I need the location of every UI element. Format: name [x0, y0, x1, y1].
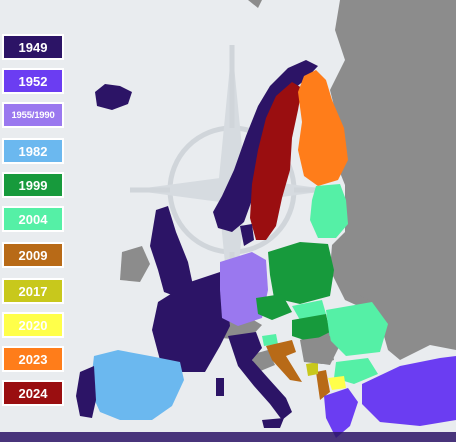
legend-item-1999: 1999	[2, 172, 64, 198]
poland	[268, 242, 334, 304]
norway	[213, 60, 318, 232]
moldova-ukraine-edge	[350, 262, 388, 302]
legend-item-2017: 2017	[2, 278, 64, 304]
united-kingdom	[150, 206, 194, 298]
legend-item-1955-1990: 1955/1990	[2, 102, 64, 128]
slovakia	[292, 300, 326, 320]
north-macedonia	[328, 376, 346, 390]
legend-item-2004: 2004	[2, 206, 64, 232]
legend-item-2023: 2023	[2, 346, 64, 372]
finland	[298, 70, 348, 186]
albania	[316, 370, 330, 400]
legend-item-1982: 1982	[2, 138, 64, 164]
legend-label: 2017	[18, 283, 48, 299]
legend-label: 2020	[18, 317, 48, 333]
legend-label: 1999	[18, 177, 48, 193]
legend-label: 1952	[18, 73, 48, 89]
legend-label: 2024	[18, 385, 48, 401]
svalbard-region	[248, 0, 262, 8]
spain	[90, 350, 184, 420]
sweden	[250, 82, 302, 240]
greece	[324, 388, 358, 438]
italy	[228, 332, 292, 420]
sardinia	[216, 378, 224, 396]
turkey	[362, 356, 456, 426]
baltic-states	[310, 184, 348, 238]
croatia	[266, 340, 302, 382]
denmark	[240, 224, 254, 246]
ireland	[120, 246, 150, 282]
legend-item-1952: 1952	[2, 68, 64, 94]
germany	[220, 252, 268, 326]
legend-label: 2009	[18, 247, 48, 263]
hungary	[292, 314, 330, 342]
legend-label: 1982	[18, 143, 48, 159]
czechia	[256, 294, 292, 320]
legend-item-1949: 1949	[2, 34, 64, 60]
sicily	[262, 418, 284, 428]
bottom-text-band	[0, 432, 456, 442]
legend-label: 2023	[18, 351, 48, 367]
legend-item-2020: 2020	[2, 312, 64, 338]
legend-label: 1955/1990	[11, 109, 55, 121]
portugal	[76, 366, 96, 418]
bulgaria	[334, 358, 378, 384]
iceland	[95, 84, 132, 110]
legend-item-2009: 2009	[2, 242, 64, 268]
romania	[326, 302, 388, 356]
france-benelux	[152, 272, 230, 372]
montenegro	[306, 362, 318, 376]
slovenia	[262, 334, 278, 346]
serbia	[300, 336, 334, 364]
legend-label: 2004	[18, 211, 48, 227]
legend-item-2024: 2024	[2, 380, 64, 406]
legend-label: 1949	[18, 39, 48, 55]
